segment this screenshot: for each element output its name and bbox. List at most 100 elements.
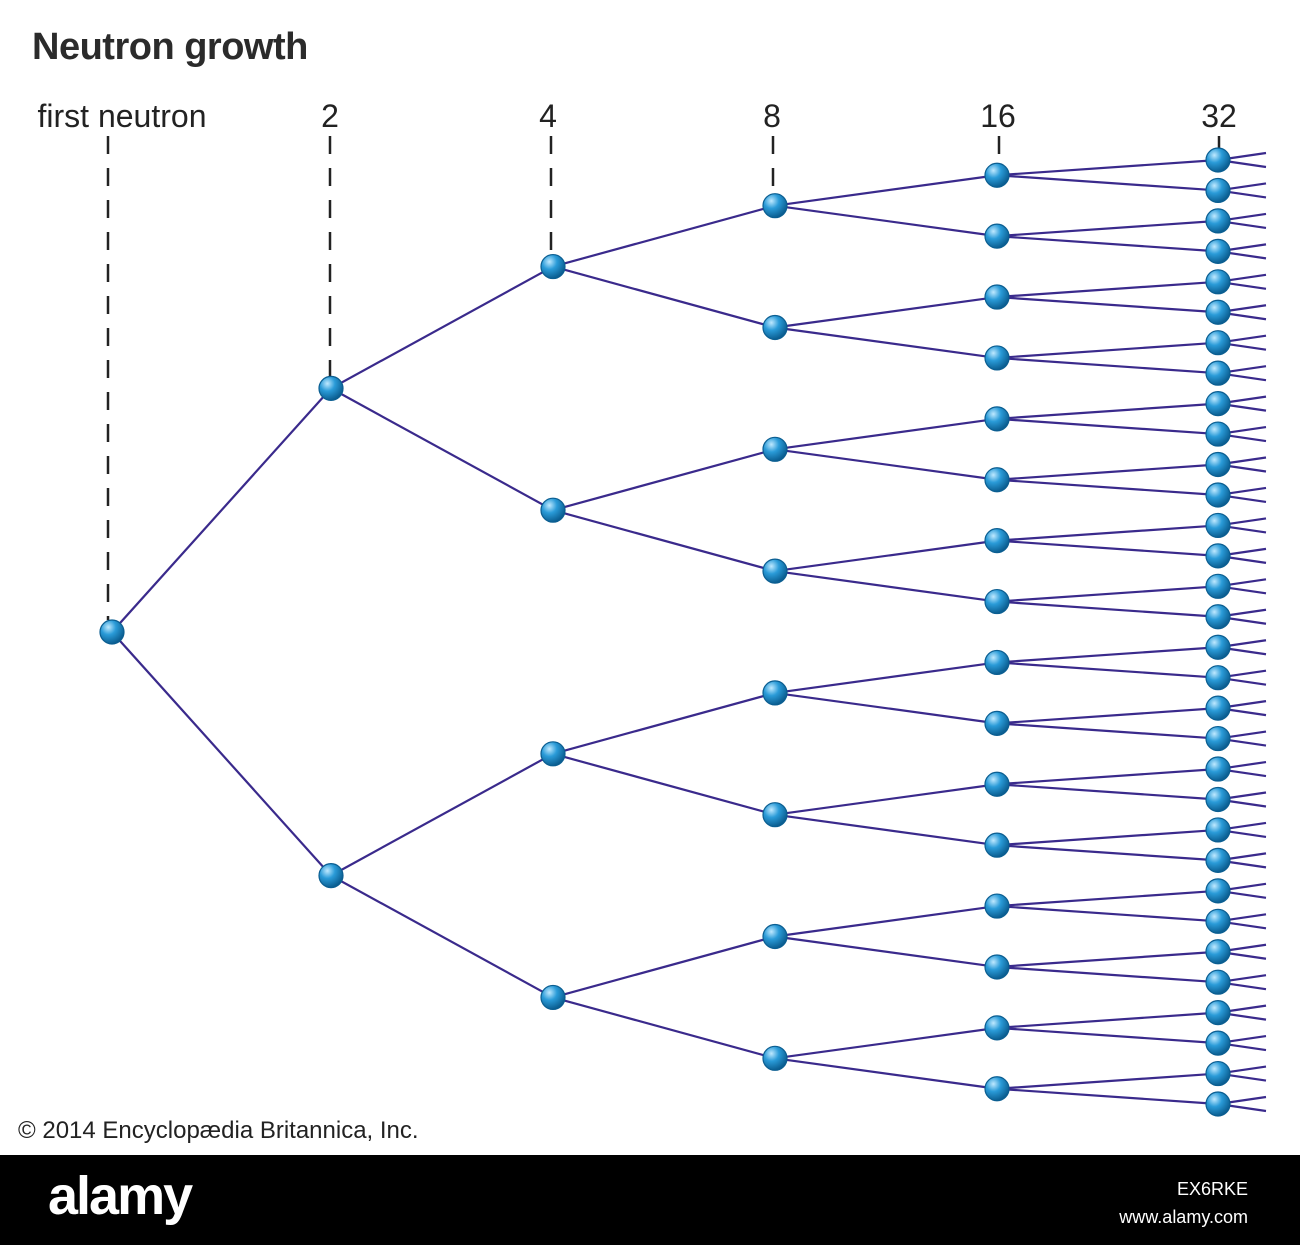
branch-line xyxy=(330,387,554,512)
neutron-node xyxy=(540,253,566,280)
branch-line xyxy=(111,387,332,633)
generation-label-8: 8 xyxy=(763,98,781,134)
branch-line xyxy=(996,661,1219,679)
branch-line xyxy=(996,1026,1219,1045)
branch-line xyxy=(552,996,776,1060)
neutron-node xyxy=(762,680,788,706)
generation-label-16: 16 xyxy=(980,98,1016,134)
neutron-node xyxy=(762,802,788,828)
branch-line xyxy=(996,1011,1219,1029)
neutron-node xyxy=(1205,695,1231,721)
branch-lines xyxy=(111,151,1267,1113)
neutron-node xyxy=(1205,299,1231,325)
branch-line xyxy=(774,295,998,329)
neutron-node xyxy=(984,406,1010,432)
branch-line xyxy=(996,722,1219,740)
generation-label-4: 4 xyxy=(539,98,557,134)
neutron-node xyxy=(984,528,1010,554)
branch-line xyxy=(996,828,1219,847)
branch-line xyxy=(774,539,998,573)
watermark-logo: alamy xyxy=(48,1166,193,1226)
branch-line xyxy=(111,631,332,877)
branch-line xyxy=(552,265,776,329)
neutron-node xyxy=(1205,725,1231,752)
neutron-node xyxy=(984,771,1010,797)
branch-line xyxy=(996,158,1219,177)
neutron-node xyxy=(762,436,788,462)
generation-label-2: 2 xyxy=(321,98,339,134)
neutron-node xyxy=(1205,147,1231,173)
neutron-node xyxy=(762,193,788,219)
neutron-node xyxy=(762,1045,788,1071)
neutron-node xyxy=(762,558,788,584)
branch-line xyxy=(996,235,1219,253)
neutron-node xyxy=(1205,604,1231,630)
neutron-node xyxy=(984,284,1010,310)
neutron-nodes xyxy=(99,147,1231,1117)
neutron-node xyxy=(984,832,1010,858)
neutron-node xyxy=(1205,817,1231,843)
branch-line xyxy=(774,174,998,207)
neutron-node xyxy=(1205,512,1231,539)
neutron-node xyxy=(984,1015,1010,1041)
neutron-node xyxy=(1205,786,1231,813)
neutron-node xyxy=(1205,238,1231,264)
branch-line xyxy=(996,402,1219,420)
branch-line xyxy=(330,265,554,390)
branch-line xyxy=(996,463,1219,481)
neutron-node xyxy=(984,893,1010,919)
branch-line xyxy=(996,219,1219,238)
neutron-node xyxy=(984,345,1010,371)
neutron-node xyxy=(984,162,1010,188)
neutron-node xyxy=(762,923,788,950)
branch-line xyxy=(774,570,998,603)
neutron-node xyxy=(1205,1060,1231,1087)
neutron-node xyxy=(1205,451,1231,478)
branch-line xyxy=(996,965,1219,984)
branch-line xyxy=(552,204,776,268)
neutron-node xyxy=(318,863,344,889)
branch-line xyxy=(774,691,998,725)
branch-line xyxy=(996,646,1219,664)
branch-line xyxy=(996,783,1219,801)
branch-line xyxy=(552,752,776,816)
branch-line xyxy=(774,326,998,360)
neutron-node xyxy=(1205,360,1231,386)
copyright-notice: © 2014 Encyclopædia Britannica, Inc. xyxy=(18,1117,419,1144)
branch-line xyxy=(774,1057,998,1090)
neutron-node xyxy=(984,1076,1010,1102)
neutron-node xyxy=(1205,391,1231,417)
branch-line xyxy=(552,509,776,573)
neutron-node xyxy=(1205,482,1231,508)
branch-line xyxy=(996,1087,1219,1106)
branch-line xyxy=(996,539,1219,557)
neutron-node xyxy=(318,375,344,401)
neutron-node xyxy=(1205,908,1231,934)
branch-line xyxy=(996,524,1219,542)
neutron-node xyxy=(1205,543,1231,569)
branch-line xyxy=(996,174,1219,192)
branch-line xyxy=(996,707,1219,725)
neutron-node xyxy=(1205,177,1231,204)
branch-line xyxy=(774,448,998,481)
branch-line xyxy=(774,813,998,847)
branch-line xyxy=(996,950,1219,969)
neutron-node xyxy=(1205,573,1231,599)
branch-line xyxy=(774,904,998,938)
neutron-node xyxy=(1205,969,1231,995)
neutron-node xyxy=(762,314,788,341)
branch-line xyxy=(774,204,998,238)
generation-label-first-neutron: first neutron xyxy=(37,98,207,134)
neutron-node xyxy=(984,223,1010,249)
branch-line xyxy=(774,783,998,816)
neutron-node xyxy=(1205,269,1231,295)
branch-line xyxy=(996,341,1219,360)
branch-line xyxy=(774,417,998,451)
branch-line xyxy=(330,752,554,877)
watermark-bar: alamy EX6RKE www.alamy.com xyxy=(0,1155,1300,1245)
neutron-node xyxy=(984,467,1010,493)
neutron-node xyxy=(1205,421,1231,447)
neutron-node xyxy=(1205,208,1231,234)
branch-line xyxy=(774,1026,998,1060)
branch-line xyxy=(996,767,1219,786)
